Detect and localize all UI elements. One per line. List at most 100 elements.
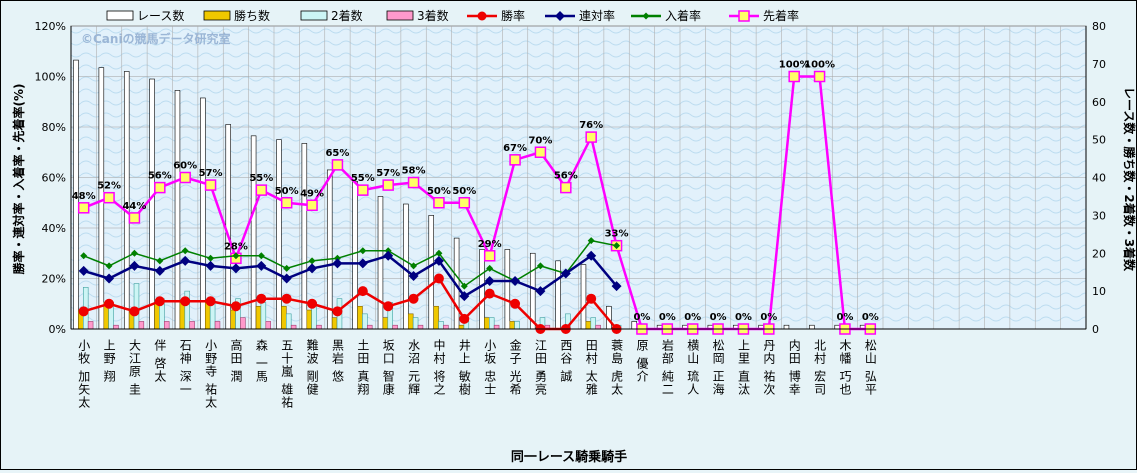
data-point [383,250,394,261]
legend-label: 2着数 [331,8,363,23]
y-axis-left-label: 勝率・連対率・入着率・先着率(%) [11,84,26,275]
x-tick-label: 金子 光希 [508,338,522,396]
data-point [180,296,191,307]
data-point [433,197,445,209]
data-label: 100% [804,60,835,71]
data-label: 57% [376,168,400,179]
data-label: 0% [836,312,853,323]
legend-swatch [203,10,231,21]
bar [428,215,434,330]
bar [154,302,160,330]
legend-marker [477,11,487,21]
bar [225,124,231,330]
data-label: 49% [300,188,324,199]
data-point [283,264,291,272]
legend-swatch [300,10,328,21]
data-point [560,268,571,279]
bar [357,305,363,330]
bar [809,324,815,330]
bar [403,203,409,330]
data-point [459,291,470,302]
bar [87,321,94,330]
data-point [534,146,547,158]
data-point [357,184,369,196]
data-point [205,260,216,271]
bar [392,324,398,330]
data-point [154,181,166,194]
x-tick-label: 土田 真翔 [356,339,370,396]
legend-label: 連対率 [579,8,615,23]
data-point [509,154,521,166]
bar [331,317,338,330]
bar [377,196,384,330]
bar [189,321,195,330]
bar [316,324,322,330]
x-tick-label: 上里 直汰 [736,339,750,396]
data-point [332,258,343,269]
data-point [129,260,140,271]
data-point [384,247,392,255]
data-point [486,264,494,272]
data-point [281,293,292,304]
bar [443,324,449,330]
series-line [83,254,618,298]
data-point [408,293,419,304]
bar [367,324,373,330]
data-point [458,197,471,209]
x-tick-label: 石神 深一 [178,339,192,396]
data-label: 33% [605,229,629,240]
data-point [179,171,191,184]
data-label: 52% [97,181,121,192]
data-point [232,252,240,260]
x-tick-label: 内田 博幸 [787,339,801,396]
data-point [180,255,191,266]
y-tick-left: 100% [35,71,66,84]
data-label: 55% [249,173,273,184]
x-tick-label: 松山 弘平 [863,339,877,396]
x-tick-label: 森 一馬 [254,338,268,383]
data-point [484,276,495,287]
data-label: 50% [427,186,451,197]
bar [149,78,155,330]
x-tick-label: 中村 将之 [432,338,446,396]
bar [362,313,368,330]
data-label: 65% [325,148,349,159]
y-tick-right: 20 [1092,247,1106,260]
data-point [510,298,521,309]
data-point [611,281,622,292]
bar [590,317,596,330]
x-tick-label: 蓑島 虎太 [610,339,624,396]
data-point [154,296,165,307]
bar [504,249,511,330]
bar [595,324,601,330]
legend-label: レース数 [137,8,184,23]
data-label: 60% [173,161,197,172]
data-point [613,242,621,250]
data-point [78,265,89,276]
data-point [255,184,268,196]
data-point [460,282,468,290]
data-point [813,70,826,83]
data-point [435,249,443,257]
data-point [331,159,344,171]
data-point [510,276,521,287]
data-label: 28% [224,241,248,252]
data-label: 44% [122,201,146,212]
data-point [587,237,595,245]
bar [98,67,105,330]
bar [352,180,358,330]
x-tick-label: 松岡 正海 [711,339,725,396]
bar [306,309,312,330]
x-tick-label: 上野 翔 [102,339,116,383]
data-label: 58% [402,166,426,177]
data-point [230,263,241,274]
bar [204,302,211,330]
legend-label: 勝ち数 [234,8,270,23]
data-label: 50% [275,186,299,197]
data-point [154,265,165,276]
x-tick-label: 大江原 圭 [127,339,141,396]
data-label: 50% [452,186,476,197]
bar [276,139,282,330]
data-label: 48% [72,191,96,202]
bar [382,317,389,330]
